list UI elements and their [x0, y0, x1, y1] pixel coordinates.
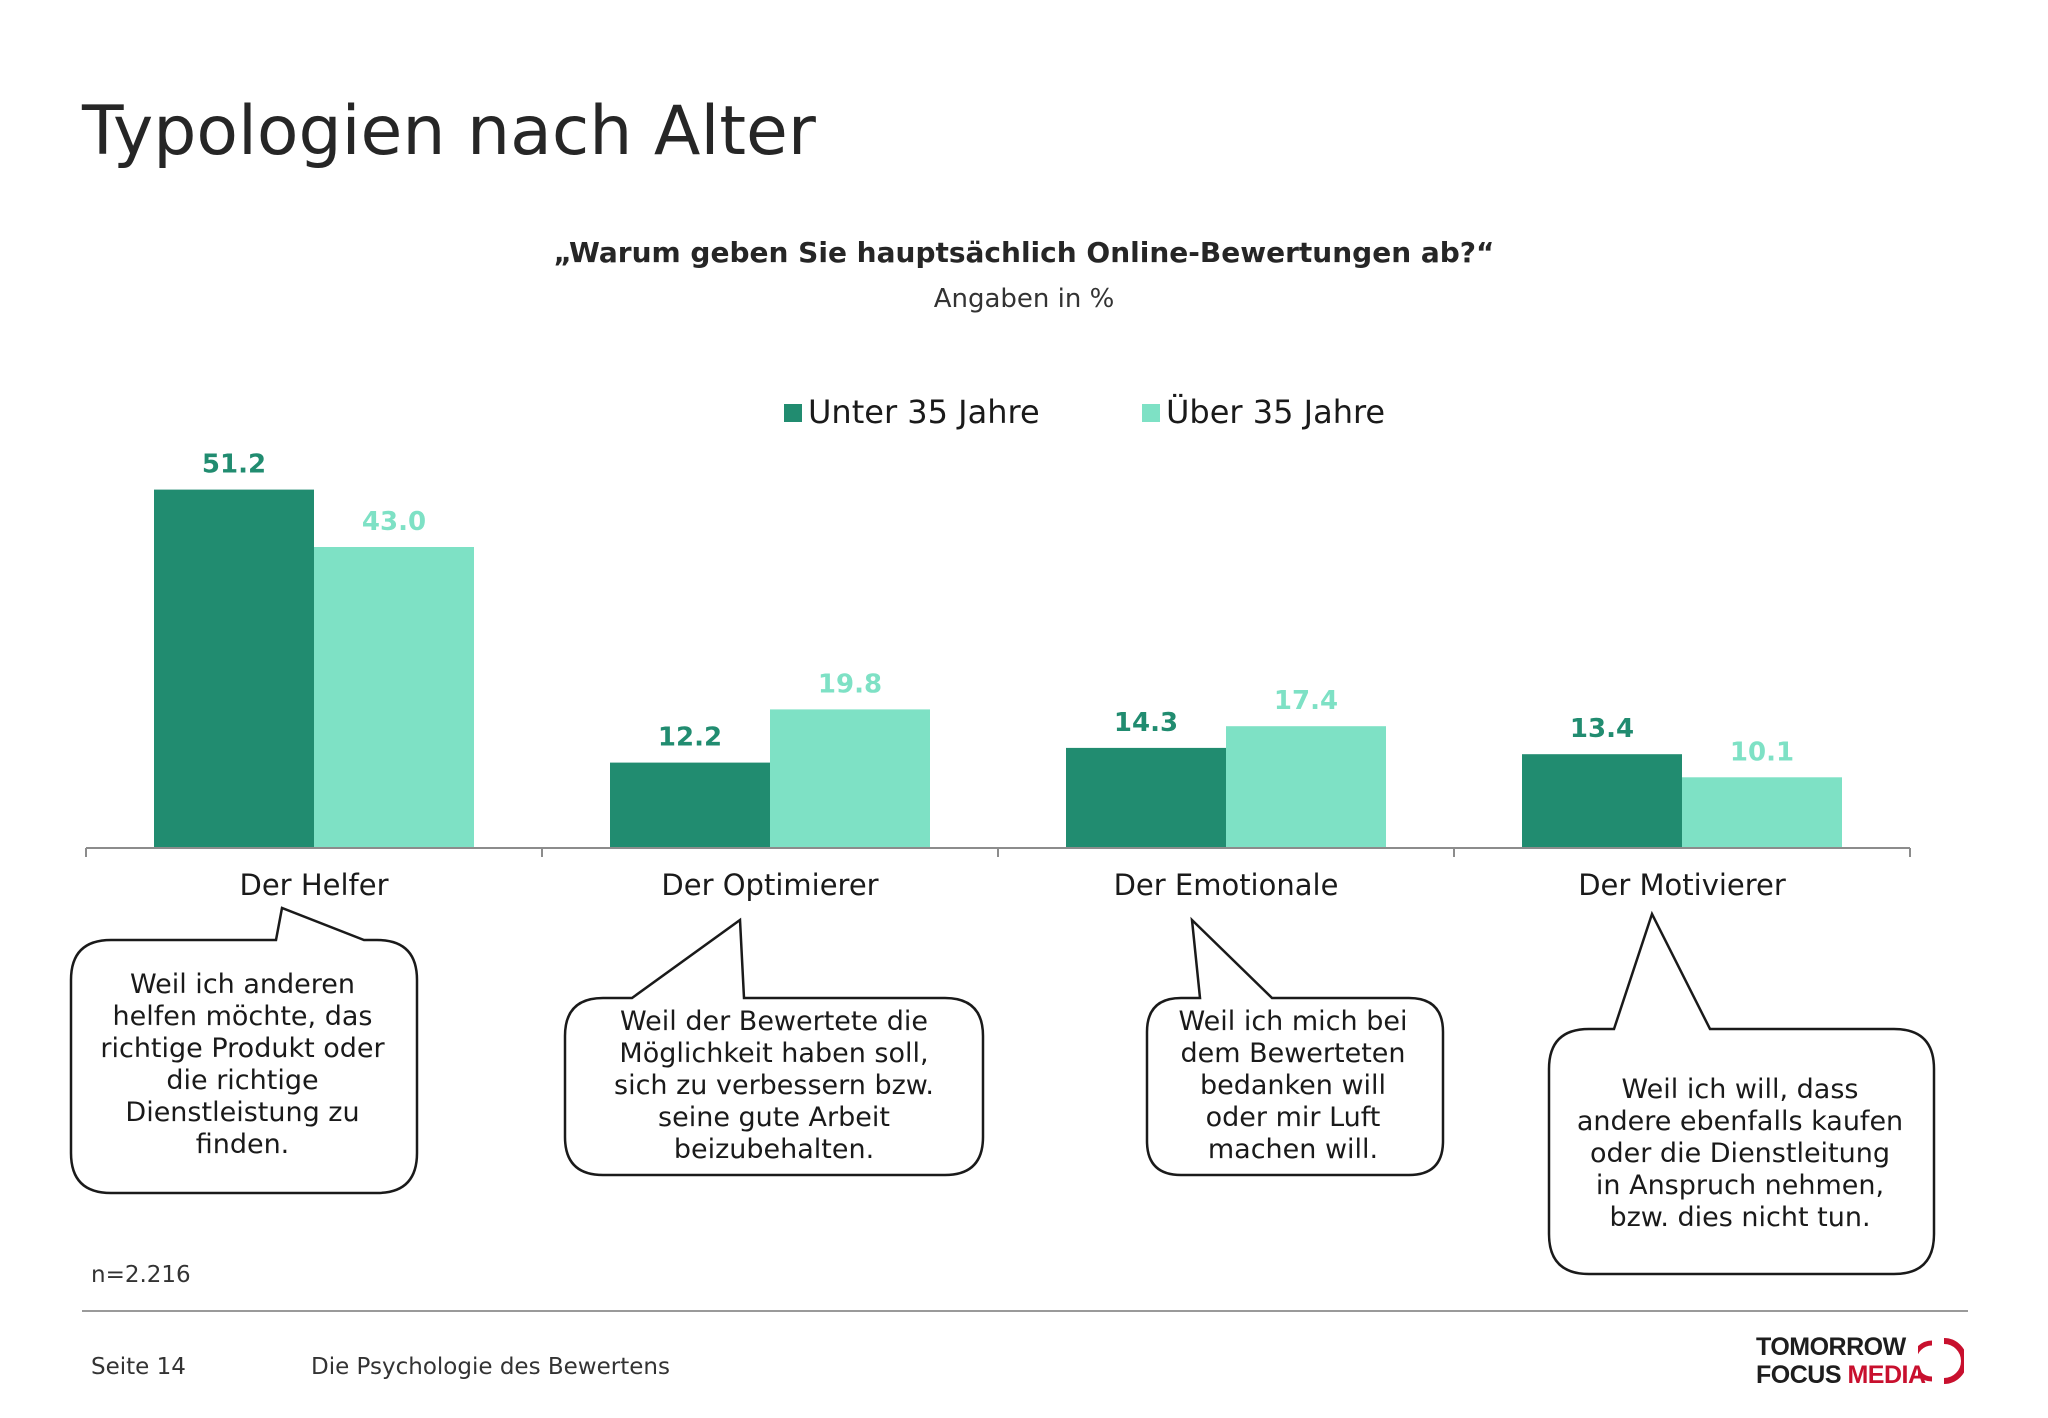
value-label-3-1: 10.1 [1730, 737, 1794, 767]
bar-1-1 [770, 709, 930, 848]
sample-size: n=2.216 [91, 1262, 191, 1288]
bar-2-1 [1226, 726, 1386, 848]
logo-bracket-icon [1918, 1338, 1964, 1384]
legend-swatch-0 [784, 404, 802, 422]
category-label-2: Der Emotionale [1114, 868, 1339, 902]
value-label-1-1: 19.8 [818, 669, 882, 699]
callout-text-helfer: Weil ich anderen helfen möchte, das rich… [100, 969, 385, 1160]
bar-1-0 [610, 762, 770, 848]
category-label-1: Der Optimierer [661, 868, 878, 902]
chart-question: „Warum geben Sie hauptsächlich Online-Be… [553, 236, 1495, 269]
callout-bubble-helfer [69, 906, 419, 1195]
logo-text-line1: TOMORROW [1756, 1333, 1906, 1361]
page-title: Typologien nach Alter [82, 92, 816, 171]
callout-bubble-optimierer [563, 917, 985, 1177]
page-number: Seite 14 [91, 1354, 186, 1380]
bar-2-0 [1066, 747, 1226, 848]
value-label-0-0: 51.2 [202, 450, 266, 480]
value-label-3-0: 13.4 [1570, 714, 1634, 744]
value-label-2-0: 14.3 [1114, 708, 1178, 738]
legend-swatch-1 [1142, 404, 1160, 422]
value-label-1-0: 12.2 [658, 723, 722, 753]
legend-label-0: Unter 35 Jahre [808, 393, 1040, 431]
value-label-2-1: 17.4 [1274, 686, 1338, 716]
bar-chart: Unter 35 Jahre Über 35 Jahre 51.2 43.0 Der H… [69, 393, 1936, 1276]
tomorrow-focus-media-logo: TOMORROW FOCUS MEDIA [1756, 1333, 1966, 1389]
unit-note: Angaben in % [933, 284, 1115, 314]
bar-3-0 [1522, 754, 1682, 848]
footer-title: Die Psychologie des Bewertens [311, 1354, 670, 1380]
logo-text-focus: FOCUS [1756, 1361, 1842, 1389]
callout-text-optimierer: Weil der Bewertete die Möglichkeit haben… [614, 1006, 934, 1165]
callout-bubble-emotionale [1145, 916, 1445, 1177]
bar-0-1 [314, 547, 474, 848]
callout-bubble-motivierer [1547, 910, 1936, 1276]
bar-0-0 [154, 489, 314, 848]
logo-text-line2: FOCUS MEDIA [1756, 1361, 1926, 1390]
category-label-0: Der Helfer [240, 868, 389, 902]
footer-divider [82, 1310, 1968, 1312]
legend-label-1: Über 35 Jahre [1166, 393, 1385, 431]
callout-text-motivierer: Weil ich will, dass andere ebenfalls kau… [1576, 1074, 1904, 1233]
category-label-3: Der Motivierer [1578, 868, 1786, 902]
logo-text-media: MEDIA [1847, 1361, 1926, 1389]
bar-3-1 [1682, 777, 1842, 848]
callout-text-emotionale: Weil ich mich bei dem Bewerteten bedanke… [1178, 1006, 1408, 1165]
value-label-0-1: 43.0 [362, 507, 426, 537]
